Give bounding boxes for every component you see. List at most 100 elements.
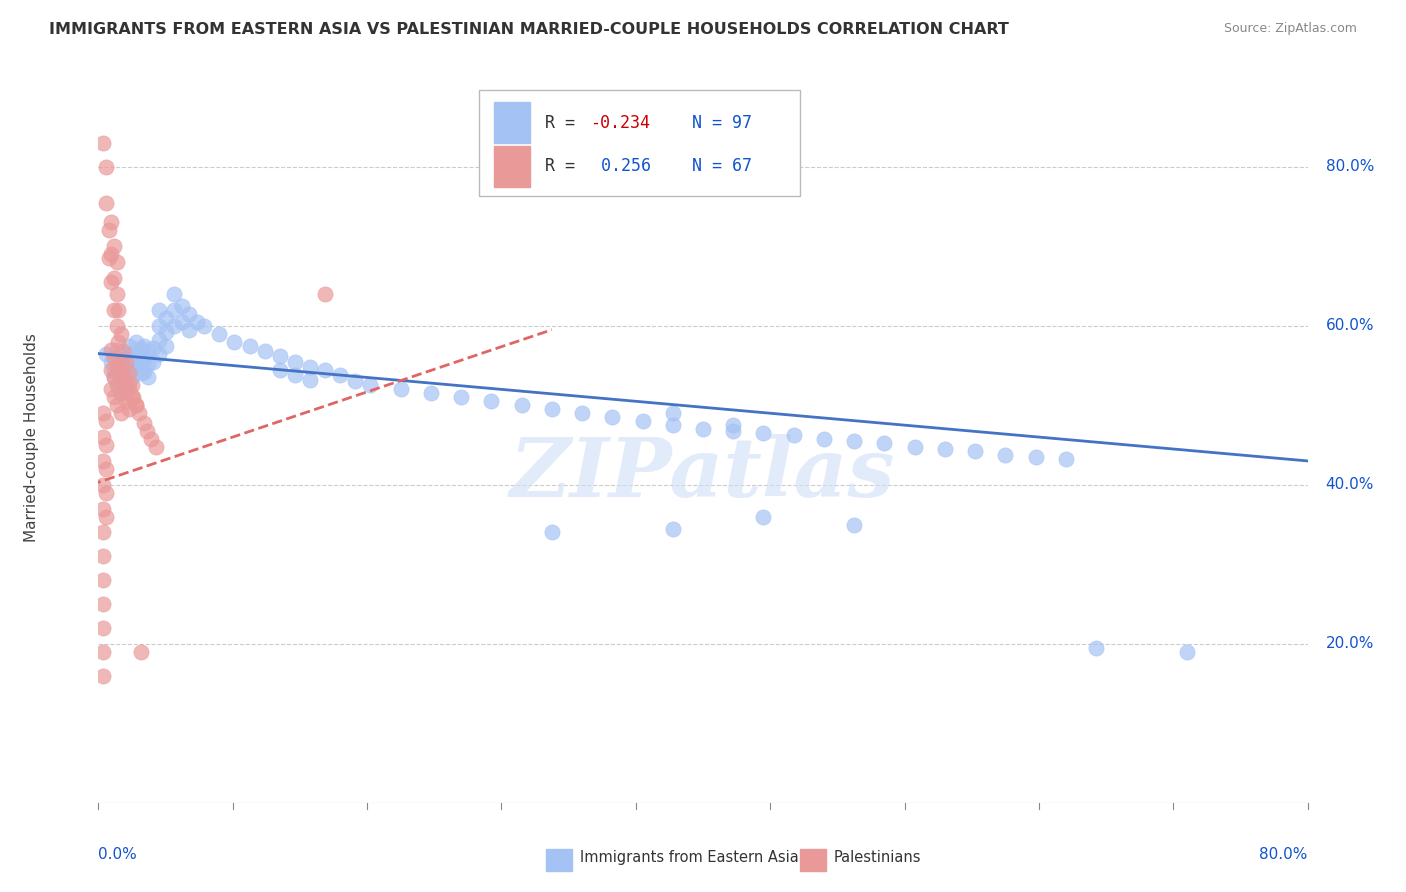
Point [103, 370, 125, 384]
Point [107, 367, 129, 381]
Point [91, 597, 114, 611]
Point [91, 430, 114, 444]
Point [100, 354, 122, 368]
Point [179, 307, 201, 321]
Point [132, 365, 155, 379]
Point [420, 386, 443, 401]
Point [208, 326, 231, 341]
Point [91, 645, 114, 659]
Point [125, 348, 148, 362]
Point [100, 362, 122, 376]
Point [1024, 450, 1046, 464]
Point [170, 315, 193, 329]
Point [661, 521, 683, 535]
Point [844, 434, 866, 448]
Text: R =: R = [544, 158, 585, 176]
Point [122, 390, 145, 404]
Point [163, 287, 186, 301]
Point [155, 339, 177, 353]
Point [94, 346, 117, 360]
Point [118, 402, 141, 417]
Point [110, 367, 132, 381]
Point [163, 318, 186, 333]
Point [186, 315, 208, 329]
Point [602, 410, 624, 425]
Point [121, 390, 143, 404]
Point [1054, 452, 1077, 467]
Text: IMMIGRANTS FROM EASTERN ASIA VS PALESTINIAN MARRIED-COUPLE HOUSEHOLDS CORRELATIO: IMMIGRANTS FROM EASTERN ASIA VS PALESTIN… [49, 22, 1010, 37]
Point [118, 376, 141, 390]
Point [994, 448, 1017, 462]
Point [91, 621, 114, 635]
Point [100, 343, 122, 357]
Point [114, 383, 136, 397]
Point [284, 368, 307, 382]
Point [450, 390, 472, 404]
Text: Married-couple Households: Married-couple Households [24, 333, 39, 541]
Point [111, 370, 134, 384]
Point [132, 352, 155, 367]
Text: Source: ZipAtlas.com: Source: ZipAtlas.com [1223, 22, 1357, 36]
Point [118, 364, 141, 378]
Point [148, 346, 170, 360]
Point [389, 383, 412, 397]
Point [1175, 645, 1198, 659]
Text: 20.0%: 20.0% [1326, 636, 1374, 651]
Point [142, 354, 165, 368]
Point [118, 352, 141, 367]
Point [904, 440, 927, 454]
Point [136, 357, 159, 371]
Point [91, 549, 114, 564]
Point [148, 302, 170, 317]
Point [132, 416, 155, 430]
Point [107, 354, 129, 368]
Point [155, 325, 177, 339]
Point [105, 318, 128, 333]
Point [107, 302, 129, 317]
Point [121, 346, 143, 360]
FancyBboxPatch shape [494, 103, 530, 143]
Point [91, 573, 114, 587]
Point [125, 334, 148, 349]
Point [540, 402, 562, 417]
Point [110, 354, 132, 368]
Point [661, 418, 683, 433]
Point [121, 359, 143, 373]
Point [132, 339, 155, 353]
Point [105, 343, 128, 357]
Point [224, 334, 246, 349]
Point [136, 369, 159, 384]
Point [103, 239, 125, 253]
Text: 40.0%: 40.0% [1326, 477, 1374, 492]
Point [269, 362, 291, 376]
Point [510, 398, 533, 412]
Point [540, 525, 562, 540]
FancyBboxPatch shape [479, 90, 800, 195]
Point [121, 370, 143, 384]
Point [103, 362, 125, 376]
Point [91, 136, 114, 150]
Point [934, 442, 956, 456]
Point [125, 398, 148, 412]
Point [110, 386, 132, 401]
Point [129, 341, 152, 355]
Point [299, 373, 322, 387]
Text: -0.234: -0.234 [591, 113, 651, 131]
Point [100, 247, 122, 261]
Text: Immigrants from Eastern Asia: Immigrants from Eastern Asia [579, 850, 799, 865]
Text: 0.256: 0.256 [591, 158, 651, 176]
Point [121, 378, 143, 392]
Point [110, 362, 132, 376]
Text: 60.0%: 60.0% [1326, 318, 1374, 334]
Point [103, 390, 125, 404]
Point [91, 454, 114, 468]
Point [100, 383, 122, 397]
Text: ZIPatlas: ZIPatlas [510, 434, 896, 514]
Point [110, 375, 132, 389]
Point [873, 436, 896, 450]
Point [129, 353, 152, 368]
Point [114, 359, 136, 373]
Point [91, 406, 114, 420]
Point [94, 438, 117, 452]
Point [631, 414, 654, 428]
